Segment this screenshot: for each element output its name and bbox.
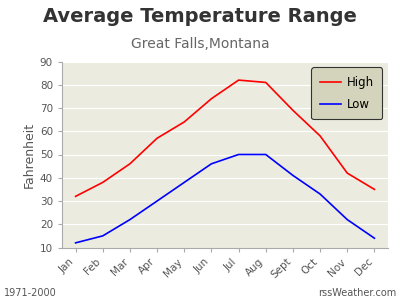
Low bbox=[182, 181, 187, 184]
Low bbox=[345, 218, 350, 221]
High bbox=[372, 188, 377, 191]
High bbox=[318, 134, 322, 138]
Line: High: High bbox=[76, 80, 374, 196]
High bbox=[100, 181, 105, 184]
Text: 1971-2000: 1971-2000 bbox=[4, 289, 57, 298]
High bbox=[128, 162, 132, 166]
Low bbox=[236, 153, 241, 156]
Low bbox=[73, 241, 78, 245]
Text: rssWeather.com: rssWeather.com bbox=[318, 289, 396, 298]
Low bbox=[100, 234, 105, 238]
Text: Average Temperature Range: Average Temperature Range bbox=[43, 8, 357, 26]
High bbox=[236, 78, 241, 82]
Y-axis label: Fahrenheit: Fahrenheit bbox=[23, 122, 36, 188]
Low bbox=[290, 174, 295, 177]
Low bbox=[318, 192, 322, 196]
Low bbox=[155, 199, 160, 203]
Low bbox=[372, 236, 377, 240]
High bbox=[155, 136, 160, 140]
Line: Low: Low bbox=[76, 154, 374, 243]
Low bbox=[128, 218, 132, 221]
High bbox=[290, 109, 295, 112]
Text: Great Falls,Montana: Great Falls,Montana bbox=[131, 38, 269, 52]
High bbox=[345, 171, 350, 175]
High bbox=[182, 120, 187, 124]
Low bbox=[209, 162, 214, 166]
High bbox=[263, 81, 268, 84]
High bbox=[73, 195, 78, 198]
Legend: High, Low: High, Low bbox=[311, 68, 382, 119]
Low bbox=[263, 153, 268, 156]
High bbox=[209, 97, 214, 101]
